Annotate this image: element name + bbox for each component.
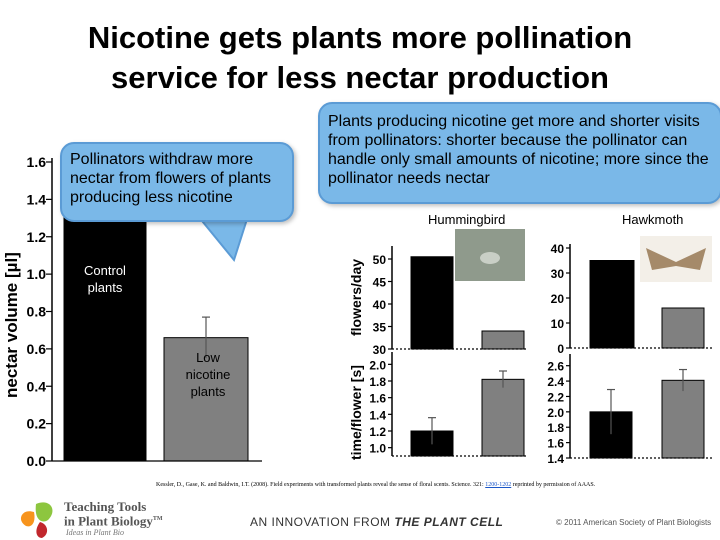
y-tick-label: 1.8 — [547, 421, 564, 435]
y-tick-label: 0.8 — [27, 304, 47, 320]
callout-left-text: Pollinators withdraw more nectar from fl… — [70, 151, 271, 206]
footer-logo-text: Teaching Tools in Plant BiologyTM — [64, 500, 163, 527]
bar — [589, 260, 635, 349]
hawkmoth-title: Hawkmoth — [622, 212, 684, 227]
bar — [661, 307, 705, 349]
y-tick-label: 2.0 — [547, 406, 564, 420]
bar — [63, 183, 147, 462]
time-y-axis-label: time/flower [s] — [348, 365, 364, 460]
y-tick-label: 35 — [373, 321, 387, 335]
citation: Kessler, D., Gase, K. and Baldwin, I.T. … — [156, 482, 595, 488]
bar — [661, 379, 705, 459]
bar — [410, 256, 454, 350]
y-tick-label: 0.0 — [27, 453, 47, 469]
bar — [481, 378, 525, 457]
y-tick-label: 0.6 — [27, 341, 47, 357]
y-tick-label: 2.4 — [547, 375, 564, 389]
footer-bar — [0, 494, 720, 540]
footer-tagline: Ideas in Plant Bio — [66, 528, 124, 537]
y-tick-label: 2.2 — [547, 390, 564, 404]
y-tick-label: 1.6 — [547, 437, 564, 451]
footer-copyright: © 2011 American Society of Plant Biologi… — [556, 518, 712, 527]
y-tick-label: 45 — [373, 276, 387, 290]
callout-left: Pollinators withdraw more nectar from fl… — [60, 142, 294, 222]
footer-innovation: AN INNOVATION FROM THE PLANT CELL — [250, 515, 503, 529]
citation-text: Kessler, D., Gase, K. and Baldwin, I.T. … — [156, 482, 486, 488]
y-tick-label: 1.0 — [369, 442, 386, 456]
citation-suffix: reprinted by permission of AAAS. — [511, 482, 596, 488]
callout-right: Plants producing nicotine get more and s… — [318, 102, 720, 204]
innovation-brand: THE PLANT CELL — [394, 515, 504, 529]
main-y-axis-label: nectar volume [µl] — [2, 252, 21, 398]
y-tick-label: 30 — [551, 267, 565, 281]
y-tick-label: 1.2 — [27, 229, 47, 245]
hawkmoth-shape — [646, 248, 706, 270]
bar — [481, 330, 525, 350]
innovation-prefix: AN INNOVATION FROM — [250, 515, 395, 529]
y-tick-label: 2.0 — [369, 358, 386, 372]
hummingbird-title: Hummingbird — [428, 212, 506, 227]
y-tick-label: 10 — [551, 317, 565, 331]
y-tick-label: 0.2 — [27, 416, 47, 432]
citation-link[interactable]: 1200-1202 — [485, 482, 512, 488]
y-tick-label: 1.0 — [27, 266, 47, 282]
y-tick-label: 40 — [551, 242, 565, 256]
y-tick-label: 1.2 — [369, 425, 386, 439]
y-tick-label: 1.6 — [27, 154, 47, 170]
y-tick-label: 1.4 — [27, 191, 47, 207]
logo-line-1: Teaching Tools — [64, 499, 147, 514]
y-tick-label: 2.6 — [547, 360, 564, 374]
y-tick-label: 1.6 — [369, 392, 386, 406]
logo-tm: TM — [152, 516, 163, 522]
hummingbird-shape — [480, 252, 500, 264]
y-tick-label: 30 — [373, 343, 387, 357]
y-tick-label: 40 — [373, 298, 387, 312]
bar-label-low-nicotine: Low nicotine plants — [185, 350, 231, 399]
y-tick-label: 1.4 — [369, 408, 386, 422]
y-tick-label: 1.8 — [369, 375, 386, 389]
title-line-2: service for less nectar production — [111, 60, 609, 95]
slide-title: Nicotine gets plants more pollination se… — [0, 18, 720, 98]
y-tick-label: 0.4 — [27, 378, 47, 394]
bar-label-control: Control plants — [84, 263, 126, 295]
leaf-logo-icon — [20, 502, 53, 538]
y-tick-label: 1.4 — [547, 452, 564, 466]
callout-right-text: Plants producing nicotine get more and s… — [328, 113, 709, 187]
y-tick-label: 0 — [557, 342, 564, 356]
y-tick-label: 20 — [551, 292, 565, 306]
title-line-1: Nicotine gets plants more pollination — [87, 20, 633, 55]
y-tick-label: 50 — [373, 253, 387, 267]
flowers-y-axis-label: flowers/day — [348, 258, 364, 336]
logo-line-2: in Plant Biology — [64, 513, 153, 529]
